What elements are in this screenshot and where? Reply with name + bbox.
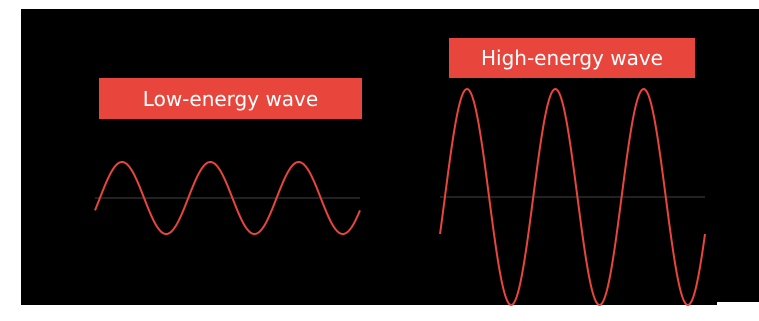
diagram-background-extension — [717, 9, 759, 302]
high-energy-wave-label: High-energy wave — [449, 38, 695, 78]
low-energy-wave — [94, 161, 361, 235]
high-energy-wave — [439, 88, 706, 306]
low-energy-wave-label: Low-energy wave — [99, 78, 362, 119]
